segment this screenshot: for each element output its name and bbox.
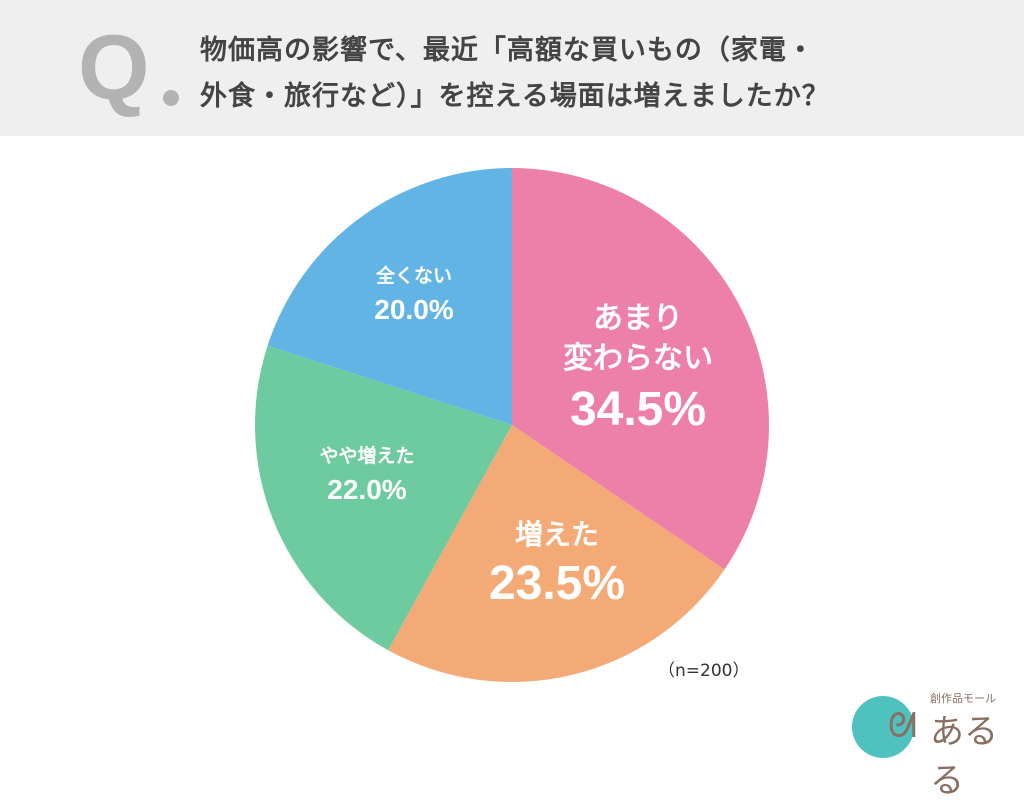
q-mark: Q xyxy=(78,17,150,119)
question-header: Q 物価高の影響で、最近「高額な買いもの（家電・ 外食・旅行など）」を控える場面… xyxy=(0,0,1024,136)
slice-label-mattaku-nai: 全くない 20.0% xyxy=(374,262,453,330)
slice-percent: 22.0% xyxy=(327,474,407,505)
question-title: 物価高の影響で、最近「高額な買いもの（家電・ 外食・旅行など）」を控える場面は増… xyxy=(200,28,830,120)
pie-slice-3 xyxy=(267,168,512,425)
pie-slice-2 xyxy=(255,345,512,651)
slice-name: やや増えた xyxy=(319,445,415,467)
slice-label-fueta: 増えた 23.5% xyxy=(489,516,625,614)
title-line-1: 物価高の影響で、最近「高額な買いもの（家電・ xyxy=(200,35,815,66)
slice-name: 全くない xyxy=(375,265,452,287)
pie-slice-0 xyxy=(512,168,769,570)
sample-size-note: （n=200） xyxy=(658,661,750,681)
logo-subtext: 創作品モール xyxy=(930,692,996,705)
rabbit-icon: ᘛ xyxy=(888,706,917,746)
slice-label-kawaranai: あまり 変わらない 34.5% xyxy=(563,299,713,441)
aruru-logo: ᘛ 創作品モール あるる xyxy=(852,690,1012,801)
pie-slice-1 xyxy=(388,425,725,682)
slice-percent: 34.5% xyxy=(569,383,707,436)
logo-text: あるる xyxy=(930,712,998,801)
logo-circle xyxy=(852,696,914,758)
slice-name: 増えた xyxy=(514,518,600,551)
slice-name-2: 変わらない xyxy=(563,341,713,376)
title-line-2: 外食・旅行など）」を控える場面は増えましたか？ xyxy=(200,81,830,112)
slice-name: あまり xyxy=(593,301,683,336)
q-dot xyxy=(163,90,179,106)
slice-label-yaya-fueta: やや増えた 22.0% xyxy=(319,442,414,510)
slice-percent: 23.5% xyxy=(488,557,626,610)
slice-percent: 20.0% xyxy=(374,294,454,325)
pie-chart xyxy=(255,168,769,682)
